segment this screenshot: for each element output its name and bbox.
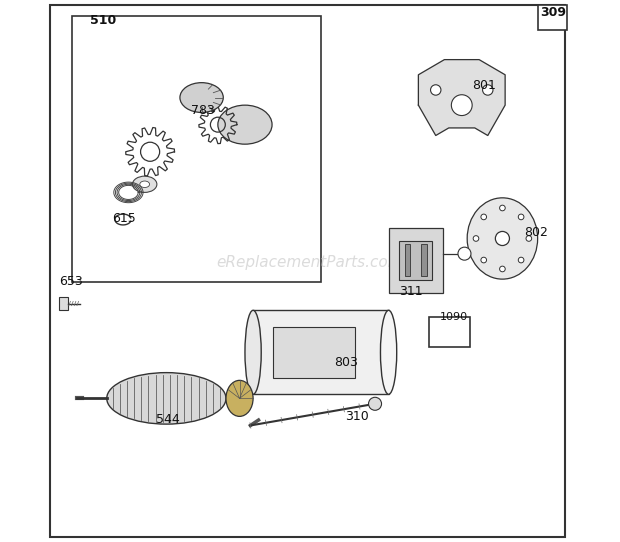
Text: 1090: 1090 [440, 312, 468, 322]
Text: eReplacementParts.com: eReplacementParts.com [216, 255, 404, 270]
Text: 783: 783 [191, 104, 215, 117]
Circle shape [518, 214, 524, 220]
Circle shape [481, 257, 487, 263]
Bar [429, 317, 470, 347]
Circle shape [458, 247, 471, 260]
Polygon shape [418, 60, 505, 136]
Bar [389, 228, 443, 293]
Bar [399, 241, 432, 280]
Bar [71, 16, 321, 282]
Circle shape [500, 205, 505, 211]
Text: 310: 310 [345, 410, 369, 423]
Ellipse shape [381, 310, 397, 395]
Ellipse shape [133, 176, 157, 192]
Text: 653: 653 [60, 275, 83, 288]
Text: 615: 615 [112, 212, 136, 225]
Text: 510: 510 [91, 15, 117, 28]
Text: 544: 544 [156, 413, 179, 426]
Ellipse shape [180, 82, 223, 113]
Bar [59, 297, 68, 310]
Circle shape [481, 214, 487, 220]
Ellipse shape [245, 310, 261, 395]
Bar [538, 5, 567, 30]
Bar [405, 244, 410, 276]
Ellipse shape [226, 380, 253, 416]
Text: 802: 802 [524, 226, 548, 239]
Bar [253, 310, 389, 395]
Circle shape [482, 85, 493, 95]
Circle shape [500, 266, 505, 272]
Text: 801: 801 [472, 80, 497, 93]
Circle shape [430, 85, 441, 95]
Circle shape [368, 397, 381, 410]
Bar [273, 327, 355, 377]
Ellipse shape [218, 105, 272, 144]
Circle shape [473, 236, 479, 241]
Circle shape [518, 257, 524, 263]
Circle shape [451, 95, 472, 115]
Circle shape [526, 236, 532, 241]
Text: 309: 309 [541, 7, 566, 20]
Bar [421, 244, 427, 276]
Text: 803: 803 [334, 356, 358, 369]
Text: 311: 311 [399, 286, 423, 299]
Ellipse shape [107, 373, 226, 424]
Ellipse shape [140, 181, 149, 188]
Ellipse shape [467, 198, 538, 279]
Circle shape [495, 231, 510, 246]
